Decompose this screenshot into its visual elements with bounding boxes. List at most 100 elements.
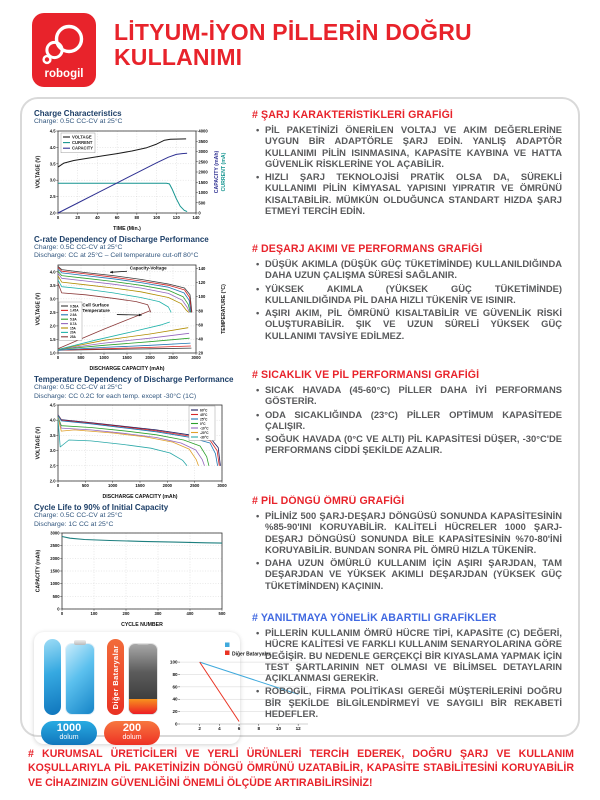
svg-text:CURRENT: CURRENT <box>72 140 93 145</box>
svg-text:3.0: 3.0 <box>50 177 56 182</box>
svg-text:-30°C: -30°C <box>200 435 209 439</box>
svg-text:1000: 1000 <box>108 483 118 488</box>
chart-subtitle: Charge: 0.5C CC-CV at 25°C Discharge: CC… <box>34 384 197 400</box>
red-battery-bar: Diğer Bataryalar <box>106 639 124 716</box>
bad-cycles-badge: 200 dolum <box>104 721 160 745</box>
logo-text: robogil <box>45 68 84 80</box>
svg-text:0: 0 <box>57 215 60 220</box>
svg-text:6: 6 <box>238 726 241 731</box>
svg-text:DISCHARGE CAPACITY (mAh): DISCHARGE CAPACITY (mAh) <box>89 366 164 372</box>
svg-text:3000: 3000 <box>50 531 60 536</box>
footer-note: # KURUMSAL ÜRETİCİLERİ VE YERLİ ÜRÜNLERİ… <box>28 747 574 790</box>
svg-text:1000: 1000 <box>50 581 60 586</box>
svg-text:20: 20 <box>198 350 203 355</box>
bullet-item: ROBOGİL, FİRMA POLİTİKASI GEREĞİ MÜŞTERİ… <box>256 685 562 719</box>
svg-text:VOLTAGE (V): VOLTAGE (V) <box>36 426 42 459</box>
svg-text:100: 100 <box>198 294 206 299</box>
svg-text:40: 40 <box>198 336 203 341</box>
svg-text:200: 200 <box>123 611 131 616</box>
svg-text:2000: 2000 <box>198 169 208 174</box>
svg-text:2.9A: 2.9A <box>70 313 77 317</box>
svg-text:500: 500 <box>219 611 227 616</box>
svg-text:1500: 1500 <box>135 483 145 488</box>
svg-text:1.0: 1.0 <box>50 350 56 355</box>
other-batteries-label: Diğer Bataryalar <box>110 644 120 710</box>
svg-text:20A: 20A <box>70 331 77 335</box>
chart-block-temperature: Temperature Dependency of Discharge Perf… <box>34 375 240 500</box>
battery-row: Diğer Bataryalar <box>106 639 158 716</box>
svg-text:120: 120 <box>198 280 206 285</box>
svg-text:3000: 3000 <box>191 355 201 360</box>
svg-text:4.0: 4.0 <box>50 418 56 423</box>
svg-text:1000: 1000 <box>198 190 208 195</box>
svg-text:3.0: 3.0 <box>50 448 56 453</box>
bullet-item: DÜŞÜK AKIMLA (DÜŞÜK GÜÇ TÜKETİMİNDE) KUL… <box>256 258 562 281</box>
svg-text:3.5: 3.5 <box>50 283 56 288</box>
svg-text:Diğer Bataryalar: Diğer Bataryalar <box>232 651 271 657</box>
svg-text:60: 60 <box>115 215 120 220</box>
svg-text:2.0: 2.0 <box>50 323 56 328</box>
bad-cycle-unit: dolum <box>122 734 142 742</box>
section-desarj-akimi: # DEŞARJ AKIMI VE PERFORMANS GRAFİĞİ DÜŞ… <box>252 243 562 369</box>
section-sicaklik-performans: # SICAKLIK VE PİL PERFORMANSI GRAFİĞİ SI… <box>252 369 562 495</box>
svg-text:4000: 4000 <box>198 128 208 133</box>
svg-text:60°C: 60°C <box>200 408 208 412</box>
good-cycle-count: 1000 <box>56 722 82 735</box>
svg-text:DISCHARGE CAPACITY (mAh): DISCHARGE CAPACITY (mAh) <box>102 494 177 500</box>
svg-text:0.58A: 0.58A <box>70 304 79 308</box>
bullet-list: PİLLERİN KULLANIM ÖMRÜ HÜCRE TİPİ, KAPAS… <box>252 627 562 719</box>
text-column: # ŞARJ KARAKTERİSTİKLERİ GRAFİĞİ PİL PAK… <box>250 107 566 729</box>
svg-text:140: 140 <box>198 266 206 271</box>
good-cycle-unit: dolum <box>59 734 79 742</box>
svg-text:400: 400 <box>187 611 195 616</box>
temperature-discharge-chart: 0 500 1000 1500 2000 2500 3000 2.0 2.5 3.0 3.5 4.0 4… <box>34 402 240 500</box>
svg-text:2000: 2000 <box>50 556 60 561</box>
svg-text:500: 500 <box>82 483 90 488</box>
svg-text:3000: 3000 <box>198 149 208 154</box>
svg-text:80: 80 <box>198 308 203 313</box>
bullet-item: SICAK HAVADA (45-60°C) PİLLER DAHA İYİ P… <box>256 384 562 407</box>
other-battery-group: Diğer Bataryalar 200 dolum <box>104 639 160 745</box>
svg-text:500: 500 <box>78 355 86 360</box>
bullet-item: PİL PAKETİNİZİ ÖNERİLEN VOLTAJ VE AKIM D… <box>256 124 562 169</box>
svg-text:TEMPERATURE (°C): TEMPERATURE (°C) <box>221 284 227 334</box>
svg-text:2000: 2000 <box>145 355 155 360</box>
blue-battery-bar <box>43 639 61 716</box>
svg-text:3.5: 3.5 <box>50 161 56 166</box>
svg-text:2.5: 2.5 <box>50 310 56 315</box>
section-abartili-grafikler: # YANILTMAYA YÖNELİK ABARTILI GRAFİKLER … <box>252 612 562 721</box>
svg-text:12: 12 <box>296 726 302 731</box>
section-heading: # DEŞARJ AKIMI VE PERFORMANS GRAFİĞİ <box>252 243 483 255</box>
svg-text:1.5: 1.5 <box>50 337 56 342</box>
svg-text:0: 0 <box>57 483 60 488</box>
svg-text:VOLTAGE (V): VOLTAGE (V) <box>36 292 42 325</box>
svg-text:60: 60 <box>198 322 203 327</box>
svg-text:CAPACITY (mAh): CAPACITY (mAh) <box>36 550 42 593</box>
svg-text:0°C: 0°C <box>200 422 206 426</box>
chart-subtitle: Charge: 0.5C CC-CV at 25°C Discharge: 1C… <box>34 512 123 528</box>
svg-text:-20°C: -20°C <box>200 431 209 435</box>
svg-text:4.0: 4.0 <box>50 269 56 274</box>
chart-subtitle: Charge: 0.5C CC-CV at 25°C Discharge: CC… <box>34 243 199 260</box>
svg-text:20: 20 <box>75 215 80 220</box>
svg-text:4.0: 4.0 <box>50 145 56 150</box>
chart-block-charge: Charge Characteristics Charge: 0.5C CC-C… <box>34 109 240 232</box>
svg-text:500: 500 <box>53 594 61 599</box>
bullet-item: AŞIRI AKIM, PİL ÖMRÜNÜ KISALTABİLİR VE G… <box>256 307 562 341</box>
svg-text:Capacity-Voltage: Capacity-Voltage <box>130 265 167 270</box>
svg-text:2500: 2500 <box>198 159 208 164</box>
robogil-logo-icon: robogil <box>32 13 96 87</box>
bullet-item: YÜKSEK AKIMLA (YÜKSEK GÜÇ TÜKETİMİNDE) K… <box>256 283 562 306</box>
svg-text:4.5: 4.5 <box>50 128 56 133</box>
section-heading: # PİL DÖNGÜ ÖMRÜ GRAFİĞİ <box>252 495 405 507</box>
svg-text:40: 40 <box>172 697 178 702</box>
svg-text:80: 80 <box>135 215 140 220</box>
section-heading: # ŞARJ KARAKTERİSTİKLERİ GRAFİĞİ <box>252 109 453 121</box>
chart-block-cycle-life: Cycle Life to 90% of Initial Capacity Ch… <box>34 503 240 628</box>
battery-cap <box>136 644 149 646</box>
svg-text:2.5: 2.5 <box>50 194 56 199</box>
section-heading: # SICAKLIK VE PİL PERFORMANSI GRAFİĞİ <box>252 369 480 381</box>
svg-text:25A: 25A <box>70 335 77 339</box>
bullet-item: SOĞUK HAVADA (0°C VE ALTI) PİL KAPASİTES… <box>256 433 562 456</box>
svg-text:VOLTAGE (V): VOLTAGE (V) <box>36 155 42 188</box>
